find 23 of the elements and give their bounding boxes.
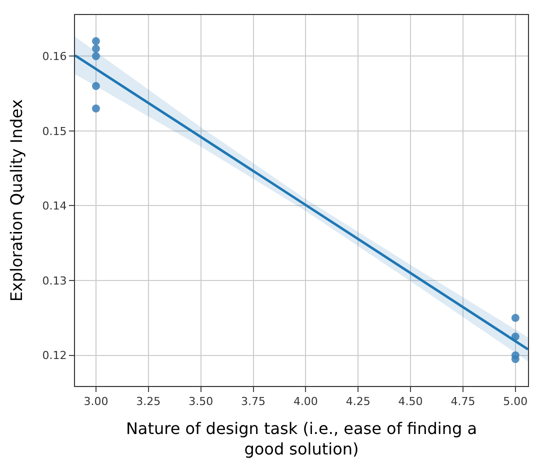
point <box>92 82 100 90</box>
x-axis-title: Nature of design task (i.e., ease of finding a good solution) <box>126 418 478 459</box>
y-axis-title: Exploration Quality Index <box>7 99 26 302</box>
y-tick-label: 0.14 <box>42 200 67 213</box>
point <box>92 52 100 60</box>
point <box>511 314 520 322</box>
y-tick-label: 0.15 <box>42 124 67 138</box>
y-tick-label: 0.12 <box>42 349 67 362</box>
point <box>92 44 100 53</box>
x-tick-label: 4.75 <box>450 395 476 408</box>
x-tick-label: 4.25 <box>346 395 370 408</box>
x-tick-label: 3.00 <box>84 395 108 408</box>
point <box>92 37 100 46</box>
y-tick-label: 0.16 <box>42 50 67 63</box>
point <box>511 355 520 364</box>
x-tick-label: 3.75 <box>241 395 266 408</box>
x-tick-label: 3.50 <box>188 395 214 408</box>
x-tick-label: 4.50 <box>398 395 423 408</box>
y-tick-label: 0.13 <box>42 274 67 288</box>
x-tick-label: 4.00 <box>293 395 318 408</box>
x-tick-label: 3.25 <box>136 395 161 408</box>
x-tick-label: 5.00 <box>503 395 528 408</box>
point <box>92 104 100 112</box>
